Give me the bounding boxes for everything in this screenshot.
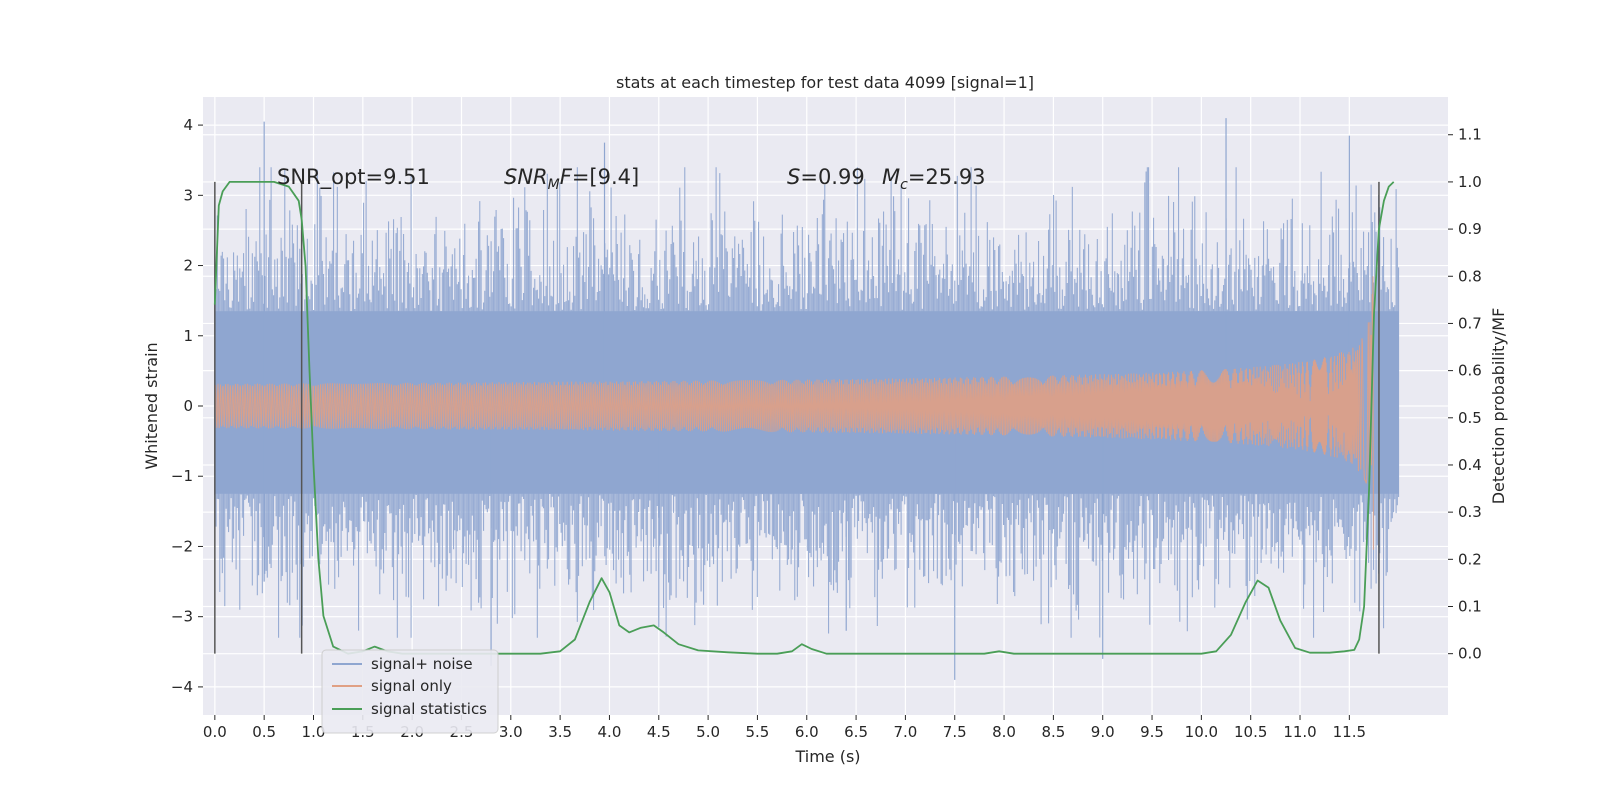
x-tick-label-23: 11.5 <box>1333 723 1366 741</box>
x-tick-label-18: 9.0 <box>1091 723 1115 741</box>
annotation-snr-mf: SNRMF=[9.4] <box>504 165 639 193</box>
annotation-s-value: =0.99 <box>800 165 864 189</box>
x-tick-label-20: 10.0 <box>1185 723 1218 741</box>
y-axis-left: 4 3 2 1 0 −1 −2 −3 −4 <box>171 116 203 696</box>
y2-tick-label-5: 0.6 <box>1458 362 1482 380</box>
annotation-mc-value: =25.93 <box>908 165 986 189</box>
annotation-snr-mf-label: SNR <box>504 165 548 189</box>
y-tick-label-7: −3 <box>171 608 193 626</box>
annotation-snr-opt: SNR_opt=9.51 <box>277 165 430 190</box>
y2-tick-label-11: 0.0 <box>1458 645 1482 663</box>
x-tick-label-11: 5.5 <box>745 723 769 741</box>
y2-tick-label-9: 0.2 <box>1458 550 1482 568</box>
y-axis-label: Whitened strain <box>142 342 161 469</box>
annotation-mc: Mc=25.93 <box>882 165 986 193</box>
x-tick-label-10: 5.0 <box>696 723 720 741</box>
x-tick-label-22: 11.0 <box>1283 723 1316 741</box>
x-tick-label-16: 8.0 <box>992 723 1016 741</box>
y-tick-label-2: 2 <box>183 257 193 275</box>
vertical-markers <box>214 181 1380 654</box>
legend-label-signal: signal only <box>371 677 452 695</box>
x-tick-label-19: 9.5 <box>1140 723 1164 741</box>
annotation-s: S=0.99 <box>787 165 865 189</box>
x-tick-label-7: 3.5 <box>548 723 572 741</box>
x-tick-label-0: 0.0 <box>203 723 227 741</box>
y-tick-label-3: 1 <box>183 327 193 345</box>
y-tick-label-8: −4 <box>171 678 193 696</box>
y2-tick-label-0: 1.1 <box>1458 126 1482 144</box>
legend: signal+ noise signal only signal statist… <box>321 649 499 734</box>
x-tick-label-1: 0.5 <box>252 723 276 741</box>
y2-tick-label-3: 0.8 <box>1458 267 1482 285</box>
x-tick-label-8: 4.0 <box>598 723 622 741</box>
y2-tick-label-1: 1.0 <box>1458 173 1482 191</box>
series-signal-only <box>214 276 1374 550</box>
series-signal-statistics <box>213 181 1395 655</box>
legend-label-stats: signal statistics <box>371 700 487 718</box>
y2-tick-label-10: 0.1 <box>1458 597 1482 615</box>
annotation-mc-label: M <box>882 165 900 189</box>
x-tick-label-14: 7.0 <box>893 723 917 741</box>
y-tick-label-1: 3 <box>183 186 193 204</box>
annotation-mc-sub: c <box>900 177 908 193</box>
x-tick-label-9: 4.5 <box>647 723 671 741</box>
x-tick-label-2: 1.0 <box>302 723 326 741</box>
signal-only-trace <box>214 276 1374 550</box>
annotations: SNR_opt=9.51 SNRMF=[9.4] S=0.99 Mc=25.93 <box>277 165 986 193</box>
x-tick-label-13: 6.5 <box>844 723 868 741</box>
x-tick-label-17: 8.5 <box>1041 723 1065 741</box>
y-axis-right: 1.1 1.0 0.9 0.8 0.7 0.6 0.5 0.4 0.3 0.2 0.1 0.0 <box>1448 126 1482 663</box>
annotation-snr-mf-sub: M <box>548 177 560 193</box>
x-axis-label: Time (s) <box>794 747 860 766</box>
y2-tick-label-2: 0.9 <box>1458 220 1482 238</box>
legend-label-noise: signal+ noise <box>371 655 473 673</box>
y2-tick-label-6: 0.5 <box>1458 409 1482 427</box>
annotation-s-label: S <box>787 165 800 189</box>
x-tick-label-6: 3.0 <box>499 723 523 741</box>
y-tick-label-6: −2 <box>171 537 193 555</box>
annotation-snr-mf-value: =[9.4] <box>572 165 639 189</box>
y2-tick-label-7: 0.4 <box>1458 456 1482 474</box>
y2-tick-label-4: 0.7 <box>1458 314 1482 332</box>
signal-statistics-line <box>213 181 1395 655</box>
x-tick-label-21: 10.5 <box>1234 723 1267 741</box>
legend-box <box>321 649 499 734</box>
y2-tick-label-8: 0.3 <box>1458 503 1482 521</box>
y-tick-label-5: −1 <box>171 467 193 485</box>
y-tick-label-4: 0 <box>183 397 193 415</box>
x-tick-label-12: 6.0 <box>795 723 819 741</box>
annotation-snr-mf-f: F <box>560 165 573 189</box>
chart-title: stats at each timestep for test data 409… <box>616 73 1034 92</box>
y2-axis-label: Detection probability/MF <box>1489 308 1508 505</box>
x-tick-label-15: 7.5 <box>943 723 967 741</box>
y-tick-label-0: 4 <box>183 116 193 134</box>
